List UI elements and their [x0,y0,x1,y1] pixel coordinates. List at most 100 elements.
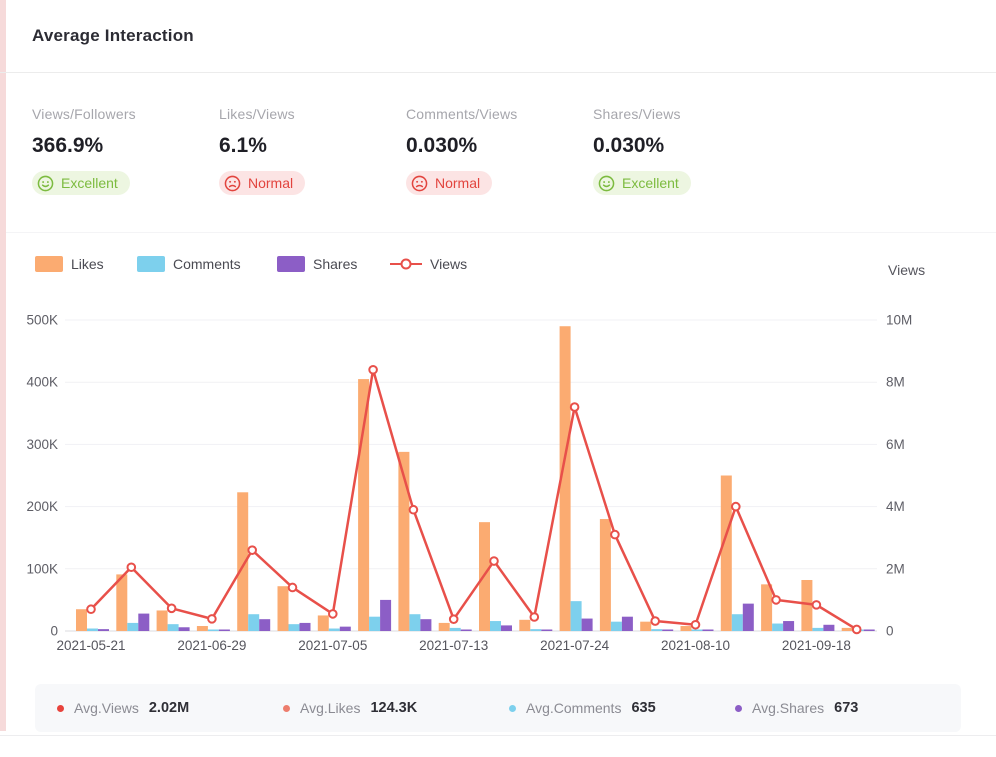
left-axis-tick: 400K [26,375,58,390]
bar-comments-5[interactable] [288,624,300,631]
bar-shares-18[interactable] [823,624,835,631]
bar-likes-15[interactable] [680,626,692,631]
bar-comments-3[interactable] [207,629,219,632]
bar-comments-6[interactable] [328,628,340,631]
bar-shares-4[interactable] [259,619,271,631]
bar-comments-11[interactable] [530,629,542,631]
bar-comments-9[interactable] [449,627,461,631]
bar-comments-16[interactable] [731,614,743,631]
bar-shares-16[interactable] [742,603,754,631]
bar-likes-7[interactable] [358,379,370,631]
smiley-face-icon [598,175,615,192]
bar-comments-1[interactable] [127,622,139,631]
stat-label: Avg.Likes [300,700,361,716]
bar-likes-3[interactable] [196,626,208,631]
bar-shares-9[interactable] [460,629,472,632]
bar-likes-11[interactable] [519,619,531,631]
bar-likes-6[interactable] [317,615,329,631]
bar-comments-17[interactable] [772,623,784,631]
bar-shares-8[interactable] [420,619,432,631]
legend-item-comments[interactable]: Comments [137,256,241,272]
views-point-17[interactable] [771,595,781,605]
bar-shares-3[interactable] [218,629,230,632]
bar-likes-13[interactable] [599,519,611,631]
bar-comments-8[interactable] [409,614,421,631]
bar-likes-18[interactable] [801,579,813,631]
x-axis-label: 2021-07-05 [298,638,367,653]
bar-comments-12[interactable] [570,601,582,631]
bar-likes-14[interactable] [640,621,652,631]
views-point-18[interactable] [811,600,822,610]
views-line [90,368,858,631]
legend-item-views[interactable]: Views [390,256,467,272]
views-point-4[interactable] [247,545,257,555]
views-point-6[interactable] [328,609,338,619]
bar-likes-0[interactable] [76,609,87,631]
bar-comments-2[interactable] [167,624,179,631]
stat-value: 124.3K [370,700,418,716]
bar-shares-12[interactable] [581,618,593,631]
x-axis-label: 2021-05-21 [56,638,125,653]
bar-likes-17[interactable] [761,584,773,631]
views-point-3[interactable] [207,614,217,624]
bar-likes-1[interactable] [116,574,128,631]
bar-shares-2[interactable] [178,627,190,631]
views-line-icon [390,256,422,272]
bar-shares-10[interactable] [501,625,512,631]
metric-views-followers: Views/Followers 366.9% Excellent [32,106,212,197]
left-axis-tick: 500K [26,313,58,328]
views-point-11[interactable] [529,612,540,622]
views-point-2[interactable] [166,603,177,614]
views-point-10[interactable] [489,556,499,566]
bar-shares-13[interactable] [621,616,633,631]
bar-comments-0[interactable] [87,628,98,631]
views-point-0[interactable] [86,604,96,615]
views-point-16[interactable] [731,501,741,512]
bar-shares-6[interactable] [339,626,351,631]
views-point-12[interactable] [569,402,580,412]
chart-area[interactable]: 0 0 100K 2M 200K 4M 300K 6M 400K 8M 500K 10M 2021-05… [0,300,996,665]
bar-comments-10[interactable] [490,621,501,631]
bar-likes-16[interactable] [720,475,732,632]
bar-shares-0[interactable] [98,629,109,631]
comments-dot-icon [509,704,516,712]
bar-shares-1[interactable] [138,613,150,631]
bar-shares-15[interactable] [702,629,714,632]
views-point-15[interactable] [690,619,701,630]
bar-shares-19[interactable] [863,629,875,632]
metric-value: 0.030% [406,134,478,157]
bar-likes-4[interactable] [237,492,249,631]
views-point-19[interactable] [851,624,862,635]
legend-item-shares[interactable]: Shares [277,256,357,272]
views-point-13[interactable] [610,529,620,540]
bar-comments-14[interactable] [651,629,663,631]
bar-comments-7[interactable] [369,616,381,631]
shares-dot-icon [735,704,742,712]
bar-shares-14[interactable] [662,629,674,632]
metric-label: Likes/Views [219,106,295,122]
views-point-9[interactable] [448,614,459,624]
bar-likes-5[interactable] [277,586,289,631]
likes-dot-icon [283,704,290,712]
bar-comments-13[interactable] [610,621,622,631]
bar-shares-11[interactable] [541,629,553,632]
bar-likes-19[interactable] [841,627,853,631]
bar-shares-7[interactable] [380,599,392,631]
views-point-1[interactable] [126,562,137,573]
views-point-8[interactable] [408,504,419,515]
bar-shares-17[interactable] [783,621,795,631]
bar-comments-15[interactable] [691,629,703,632]
bar-likes-8[interactable] [398,451,410,631]
bar-shares-5[interactable] [299,622,311,631]
bar-likes-2[interactable] [156,610,168,631]
bar-likes-12[interactable] [559,326,571,631]
bar-likes-9[interactable] [438,622,450,631]
bar-comments-4[interactable] [248,614,260,631]
bar-comments-18[interactable] [812,627,824,631]
metric-value: 0.030% [593,134,665,157]
views-point-5[interactable] [287,582,298,593]
shares-swatch-icon [277,256,305,272]
views-point-14[interactable] [650,616,661,626]
legend-item-likes[interactable]: Likes [35,256,104,272]
views-point-7[interactable] [368,364,378,375]
